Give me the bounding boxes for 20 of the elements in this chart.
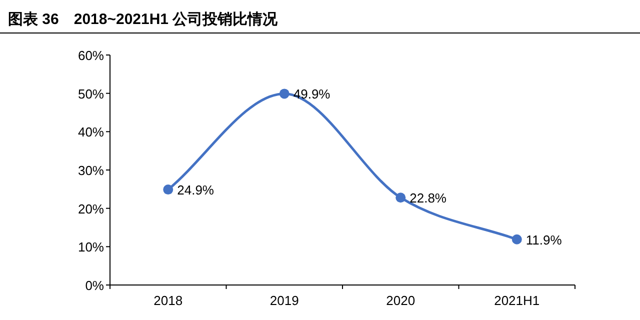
data-label: 22.8% bbox=[410, 190, 447, 206]
point bbox=[279, 88, 290, 99]
y-tick-label: 30% bbox=[78, 163, 104, 178]
point bbox=[396, 192, 406, 203]
data-label: 11.9% bbox=[526, 232, 562, 248]
data-label: 49.9% bbox=[293, 86, 331, 102]
data-label: 24.9% bbox=[177, 182, 214, 198]
point bbox=[163, 184, 174, 195]
chart-title: 图表 36 2018~2021H1 公司投销比情况 bbox=[8, 11, 279, 28]
y-tick-label: 50% bbox=[78, 86, 104, 102]
x-tick-label: 2021H1 bbox=[494, 293, 540, 308]
y-tick-label: 10% bbox=[78, 240, 104, 255]
y-tick-label: 20% bbox=[78, 201, 104, 216]
x-tick-label: 2018 bbox=[154, 293, 183, 308]
y-tick-label: 60% bbox=[78, 48, 104, 63]
x-tick-label: 2020 bbox=[386, 293, 416, 308]
y-tick-label: 0% bbox=[85, 278, 104, 293]
y-tick-label: 40% bbox=[78, 124, 104, 140]
point bbox=[512, 234, 522, 244]
x-tick-label: 2019 bbox=[270, 293, 299, 308]
